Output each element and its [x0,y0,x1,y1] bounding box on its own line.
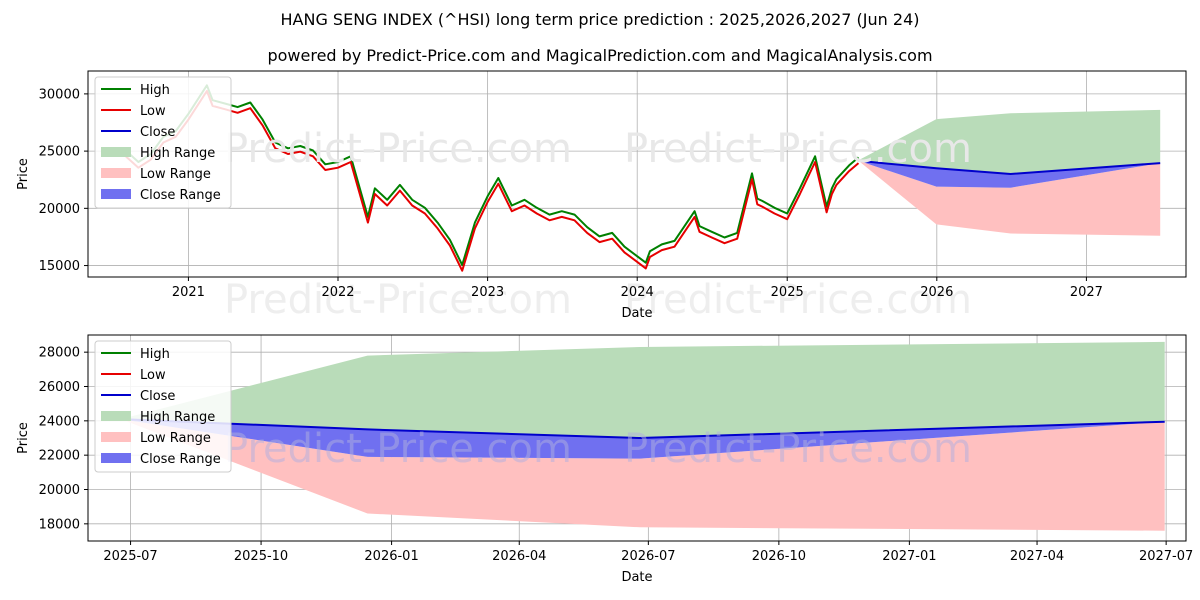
y-tick-label: 30000 [39,87,80,102]
low-range-area [858,160,1161,236]
watermark-text: Predict-Price.com [624,277,972,323]
x-tick-label: 2027-04 [1010,549,1064,564]
legend-label: Low [140,104,166,119]
x-tick-label: 2027-07 [1139,549,1193,564]
legend-swatch-patch [101,411,131,421]
legend-label: Low Range [140,431,211,446]
y-tick-label: 25000 [39,145,80,160]
x-tick-label: 2025 [771,285,804,300]
x-tick-label: 2021 [172,285,205,300]
chart-subtitle: powered by Predict-Price.com and Magical… [267,46,933,65]
high-range-area [120,341,1165,438]
legend-label: Close [140,125,175,140]
watermark-text: Predict-Price.com [224,277,572,323]
chart-legend: High Low Close High Range Low Range Close Ran… [94,340,232,473]
high-range-area [858,109,1161,174]
x-axis-label: Date [621,570,652,585]
y-axis-label: Price [16,422,31,454]
legend-label: High Range [140,146,215,161]
low-range-area [120,419,1165,531]
y-tick-label: 26000 [39,380,80,395]
legend-label: Close [140,389,175,404]
x-tick-label: 2022 [321,285,354,300]
watermark-text: Predict-Price.com [224,126,572,172]
watermark-text: Predict-Price.com [224,426,572,472]
legend-swatch-patch [101,147,131,157]
legend-swatch-patch [101,432,131,442]
x-tick-label: 2026-01 [364,549,418,564]
watermark-text: Predict-Price.com [624,426,972,472]
x-tick-label: 2026-04 [492,549,546,564]
close-forecast-line [120,418,1165,440]
y-tick-label: 28000 [39,346,80,361]
chart-panel-1: Predict-Price.com Predict-Price.com Predic… [16,70,1187,323]
legend-label: Close Range [140,188,221,203]
legend-label: Low Range [140,167,211,182]
legend-label: High [140,83,170,98]
legend-label: Close Range [140,452,221,467]
x-tick-label: 2025-07 [103,549,157,564]
chart-title: HANG SENG INDEX (^HSI) long term price p… [280,10,920,29]
legend-swatch-patch [101,189,131,199]
low-history-line [125,90,860,272]
legend-label: High [140,347,170,362]
x-tick-label: 2026-10 [752,549,806,564]
x-axis-label: Date [621,306,652,321]
chart-panel-2: Predict-Price.com Predict-Price.com 18000 2… [16,334,1193,585]
plot-frame [87,334,1187,542]
watermark-text: Predict-Price.com [624,126,972,172]
x-tick-label: 2026 [920,285,953,300]
y-tick-label: 15000 [39,259,80,274]
x-tick-label: 2026-07 [621,549,675,564]
close-forecast-line [858,159,1161,176]
x-tick-label: 2023 [471,285,504,300]
legend-swatch-patch [101,453,131,463]
x-tick-label: 2027 [1070,285,1103,300]
x-tick-label: 2025-10 [234,549,288,564]
y-tick-label: 22000 [39,449,80,464]
y-tick-label: 20000 [39,202,80,217]
legend-label: High Range [140,410,215,425]
high-history-line [125,84,860,266]
x-tick-label: 2024 [621,285,654,300]
y-tick-label: 18000 [39,517,80,532]
y-tick-label: 20000 [39,483,80,498]
legend-label: Low [140,368,166,383]
chart-legend: High Low Close High Range Low Range Close Ran… [94,76,232,209]
y-axis-label: Price [16,158,31,190]
x-tick-label: 2027-01 [882,549,936,564]
y-tick-label: 24000 [39,414,80,429]
legend-swatch-patch [101,168,131,178]
